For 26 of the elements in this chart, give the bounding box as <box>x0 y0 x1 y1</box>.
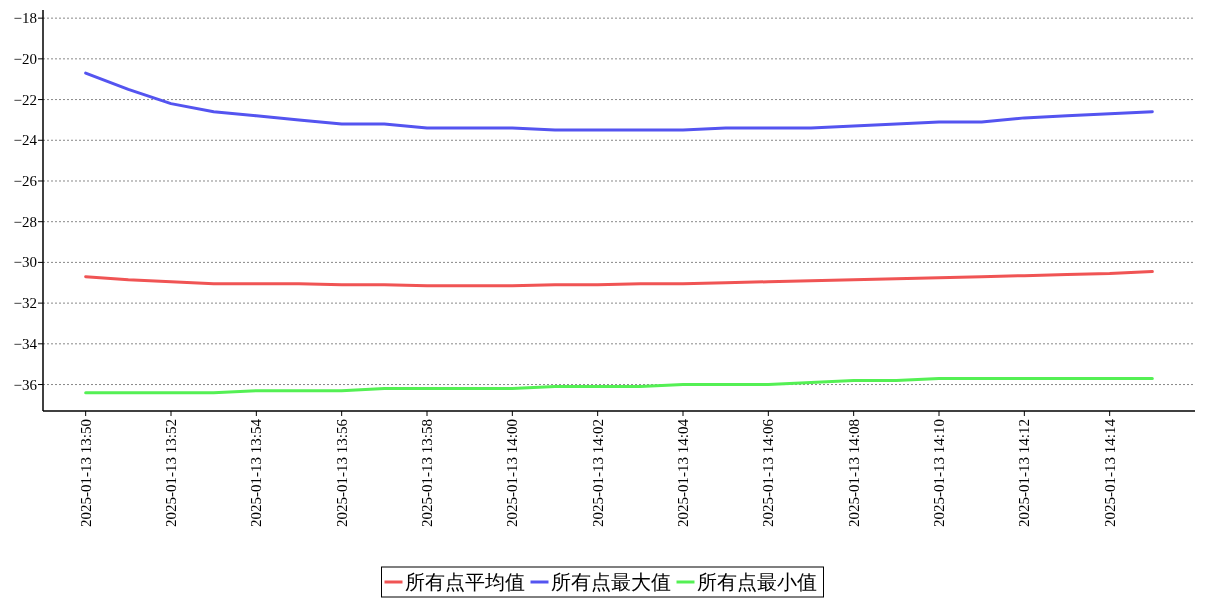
legend-label: 所有点最小值 <box>696 571 817 593</box>
y-tick-label: −32 <box>13 295 37 312</box>
x-tick-label: 2025-01-13 13:54 <box>248 418 265 527</box>
y-tick-label: −24 <box>13 132 38 149</box>
y-tick-label: −30 <box>13 254 37 271</box>
x-tick-label: 2025-01-13 14:12 <box>1016 419 1033 527</box>
y-tick-label: −36 <box>13 376 38 393</box>
x-tick-label: 2025-01-13 14:04 <box>675 418 691 527</box>
y-tick-label: −20 <box>13 50 37 67</box>
x-tick-label: 2025-01-13 13:52 <box>163 419 179 527</box>
y-tick-label: −18 <box>13 10 37 27</box>
x-tick-label: 2025-01-13 14:08 <box>845 419 862 527</box>
x-tick-label: 2025-01-13 14:14 <box>1101 418 1118 527</box>
legend-label: 所有点平均值 <box>404 571 525 593</box>
x-tick-label: 2025-01-13 14:00 <box>504 419 521 527</box>
legend-label: 所有点最大值 <box>550 571 671 593</box>
y-tick-label: −22 <box>13 91 37 108</box>
x-tick-label: 2025-01-13 14:02 <box>589 419 606 527</box>
x-tick-label: 2025-01-13 14:10 <box>931 419 947 527</box>
x-tick-label: 2025-01-13 13:58 <box>419 419 435 527</box>
y-tick-label: −28 <box>13 213 37 230</box>
x-tick-label: 2025-01-13 14:06 <box>760 418 777 527</box>
x-tick-label: 2025-01-13 13:50 <box>77 419 94 527</box>
y-tick-label: −34 <box>13 335 38 352</box>
x-tick-label: 2025-01-13 13:56 <box>333 418 350 527</box>
y-tick-label: −26 <box>13 172 38 189</box>
